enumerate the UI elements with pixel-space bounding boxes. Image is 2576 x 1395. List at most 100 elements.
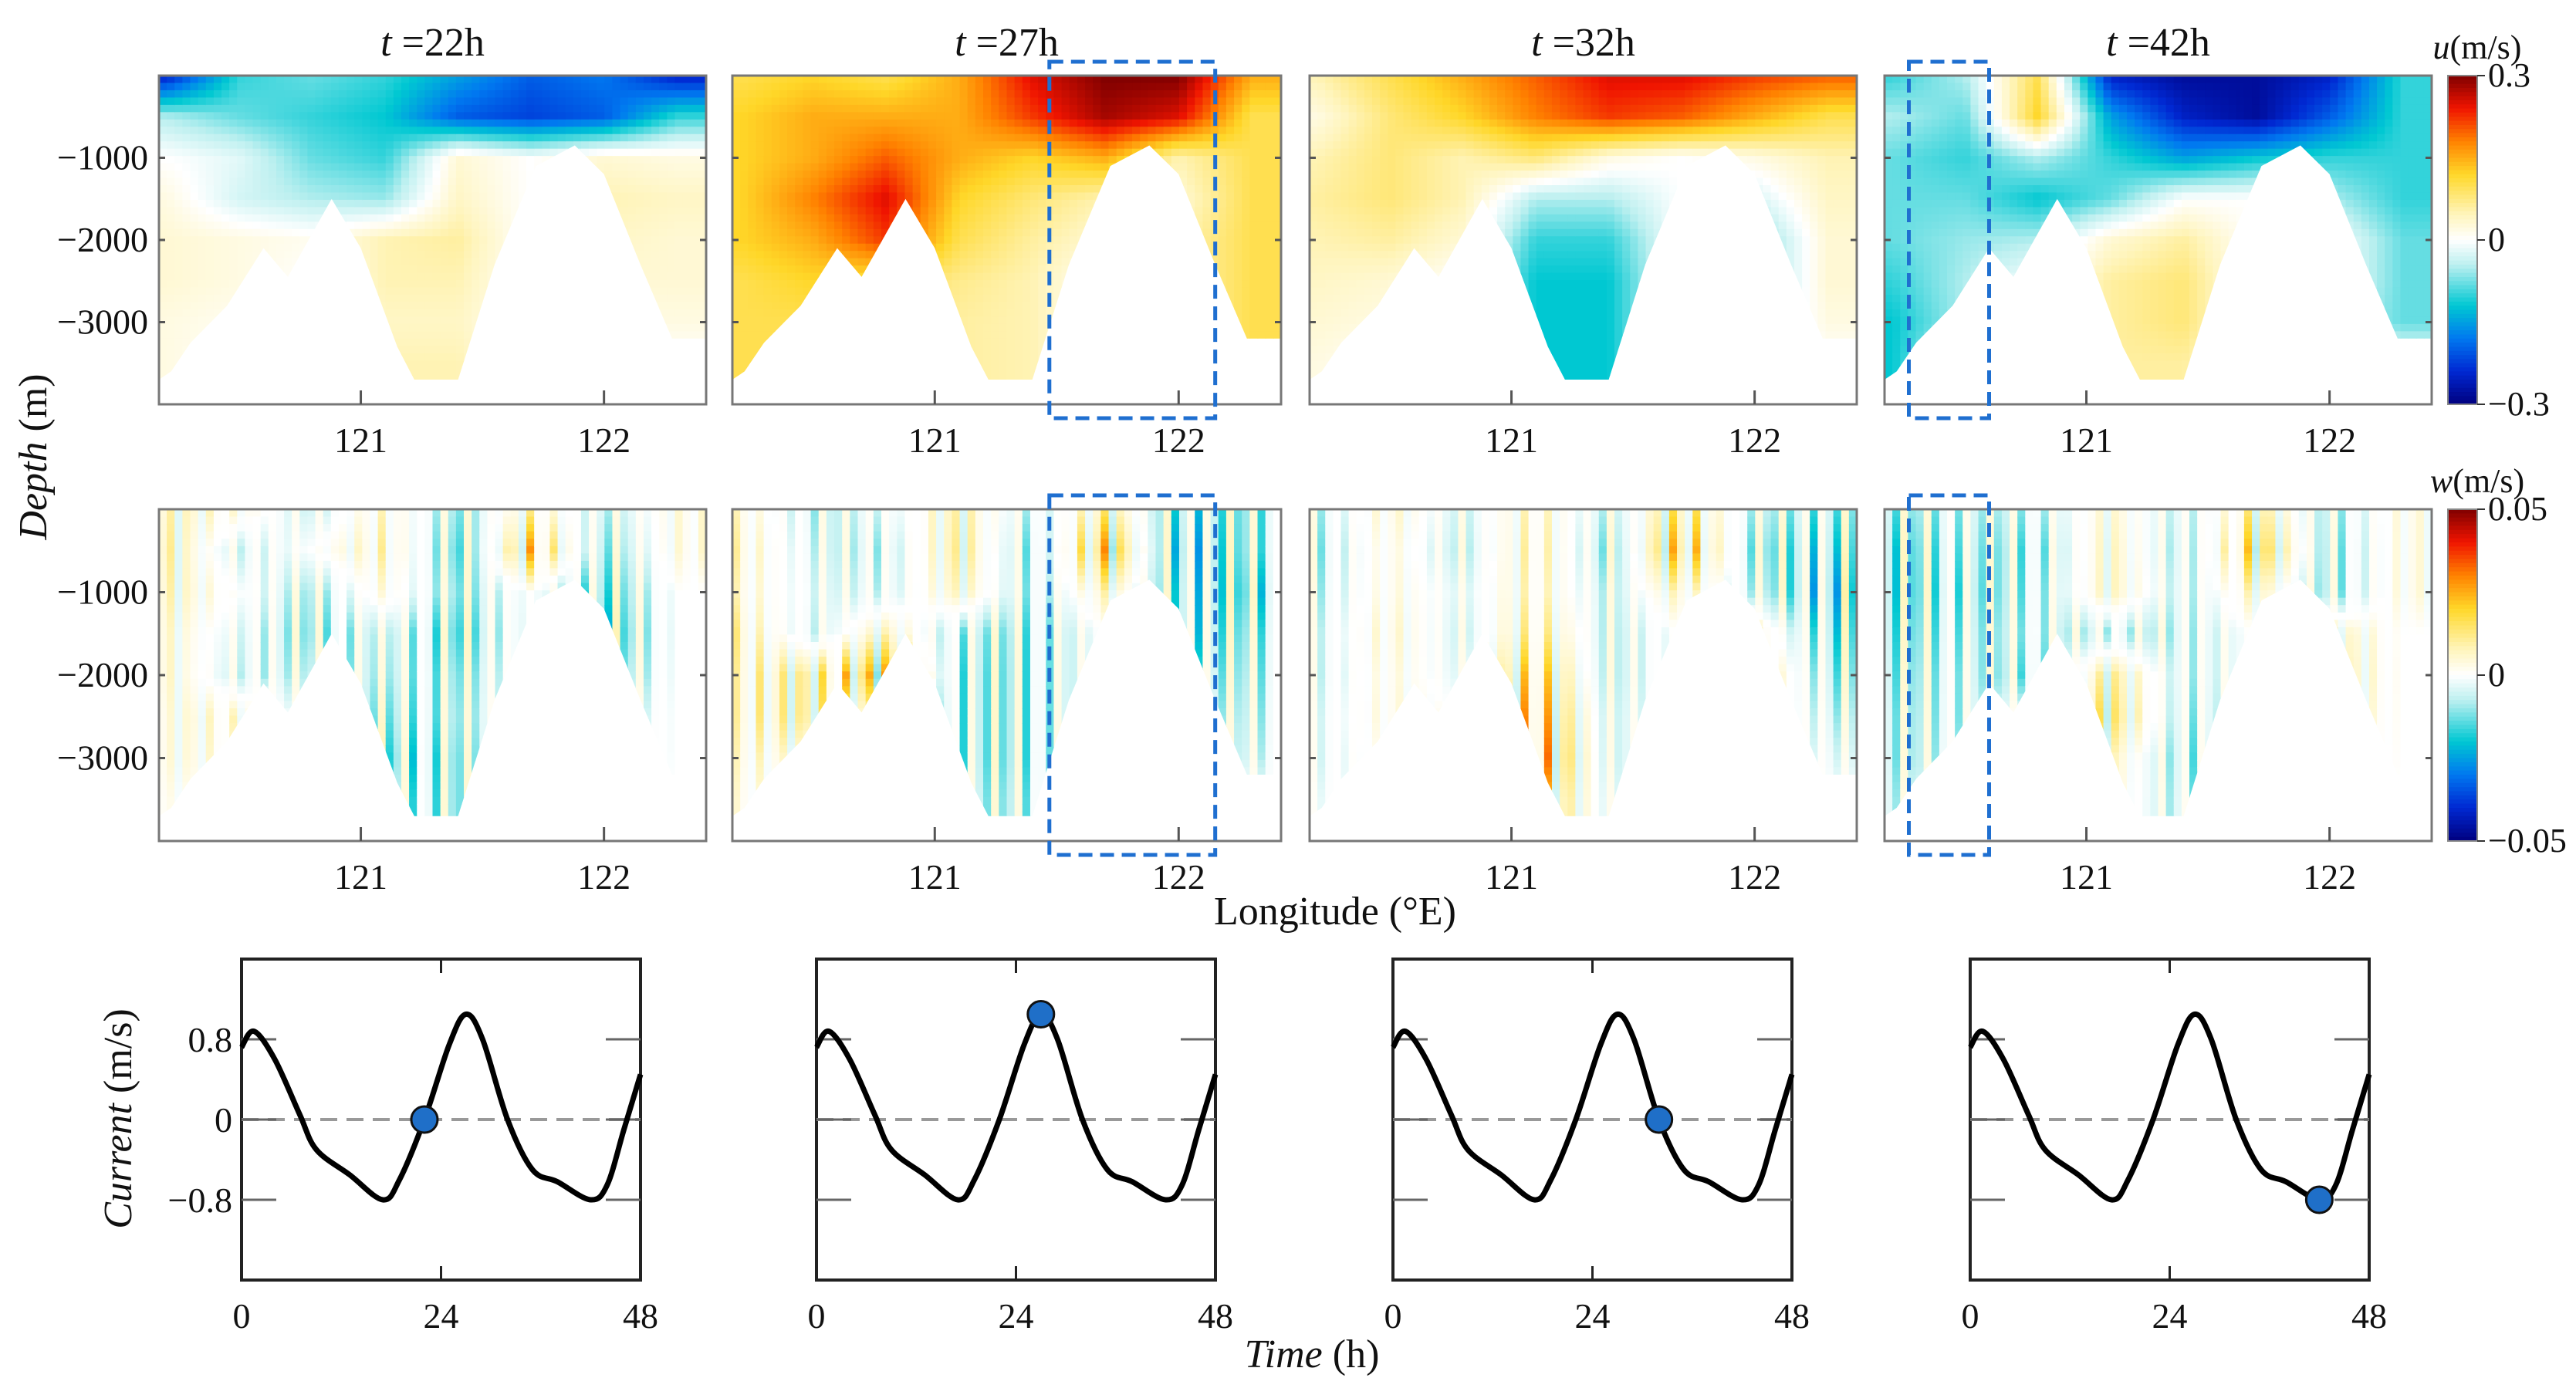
heatmap-cell — [268, 207, 277, 215]
heatmap-cell — [991, 112, 1000, 120]
heatmap-cell — [597, 221, 606, 230]
heatmap-cell — [519, 383, 527, 390]
heatmap-cell — [315, 295, 324, 303]
heatmap-cell — [377, 228, 387, 238]
heatmap-cell — [771, 338, 780, 347]
heatmap-cell — [221, 76, 230, 84]
heatmap-cell — [307, 228, 316, 238]
heatmap-cell — [795, 90, 804, 99]
heatmap-cell — [580, 90, 590, 99]
heatmap-cell — [834, 280, 843, 289]
heatmap-cell — [440, 156, 449, 164]
heatmap-cell — [597, 258, 606, 266]
heatmap-cell — [756, 104, 765, 113]
heatmap-cell — [370, 83, 379, 91]
heatmap-cell — [370, 338, 379, 347]
heatmap-cell — [873, 316, 882, 325]
heatmap-cell — [881, 177, 890, 186]
heatmap-cell — [307, 375, 316, 380]
heatmap-cell — [354, 119, 363, 128]
heatmap-cell — [448, 251, 457, 259]
heatmap-cell — [771, 251, 780, 259]
heatmap-cell — [276, 171, 285, 179]
heatmap-cell — [628, 390, 637, 397]
heatmap-cell — [299, 76, 309, 84]
heatmap-cell — [643, 119, 652, 128]
heatmap-cell — [991, 287, 1000, 296]
heatmap-cell — [881, 104, 890, 113]
heatmap-cell — [347, 228, 356, 238]
heatmap-cell — [889, 163, 898, 171]
heatmap-cell — [881, 302, 890, 310]
heatmap-cell — [292, 112, 301, 120]
heatmap-cell — [330, 236, 340, 245]
heatmap-cell — [455, 367, 465, 376]
heatmap-cell — [237, 243, 246, 252]
heatmap-cell — [362, 192, 371, 201]
heatmap-cell — [526, 192, 535, 201]
heatmap-cell — [803, 228, 812, 238]
heatmap-cell — [651, 309, 661, 318]
heatmap-cell — [597, 214, 606, 223]
heatmap-cell — [904, 338, 914, 347]
heatmap-cell — [589, 375, 597, 380]
heatmap-cell — [573, 367, 582, 376]
heatmap-cell — [330, 97, 340, 106]
heatmap-cell — [534, 185, 543, 194]
heatmap-cell — [174, 316, 184, 325]
heatmap-cell — [526, 383, 535, 390]
heatmap-cell — [385, 258, 394, 266]
heatmap-cell — [159, 323, 167, 333]
heatmap-cell — [221, 367, 230, 376]
heatmap-cell — [659, 133, 668, 142]
heatmap-cell — [999, 83, 1008, 91]
heatmap-cell — [912, 302, 921, 310]
heatmap-cell — [424, 265, 434, 274]
heatmap-cell — [338, 156, 347, 164]
heatmap-cell — [889, 280, 898, 289]
heatmap-cell — [983, 97, 992, 106]
heatmap-cell — [464, 148, 472, 157]
heatmap-cell — [542, 90, 551, 99]
heatmap-cell — [795, 243, 804, 252]
heatmap-cell — [999, 295, 1008, 303]
heatmap-cell — [323, 97, 332, 106]
heatmap-cell — [213, 133, 222, 142]
heatmap-cell — [315, 228, 324, 238]
heatmap-cell — [834, 287, 843, 296]
heatmap-cell — [999, 280, 1008, 289]
heatmap-cell — [292, 258, 301, 266]
heatmap-cell — [472, 185, 481, 194]
heatmap-cell — [557, 221, 566, 230]
heatmap-cell — [1014, 97, 1023, 106]
heatmap-cell — [557, 90, 566, 99]
heatmap-cell — [299, 243, 309, 252]
heatmap-cell — [393, 171, 402, 179]
heatmap-cell — [834, 171, 843, 179]
heatmap-cell — [1014, 236, 1023, 245]
heatmap-cell — [920, 156, 929, 164]
heatmap-cell — [889, 295, 898, 303]
heatmap-cell — [276, 104, 285, 113]
heatmap-cell — [472, 119, 481, 128]
heatmap-cell — [920, 258, 929, 266]
heatmap-cell — [865, 221, 874, 230]
heatmap-cell — [881, 76, 890, 84]
heatmap-cell — [221, 83, 230, 91]
heatmap-cell — [959, 127, 969, 135]
heatmap-cell — [643, 104, 652, 113]
heatmap-cell — [315, 236, 324, 245]
heatmap-cell — [417, 90, 426, 99]
heatmap-cell — [229, 309, 238, 318]
heatmap-cell — [401, 265, 410, 274]
heatmap-cell — [502, 236, 512, 245]
heatmap-cell — [873, 346, 882, 354]
heatmap-cell — [479, 243, 488, 252]
heatmap-cell — [354, 185, 363, 194]
heatmap-cell — [518, 280, 527, 289]
heatmap-cell — [1038, 228, 1047, 238]
heatmap-cell — [857, 331, 867, 339]
heatmap-cell — [810, 192, 820, 201]
heatmap-cell — [323, 390, 332, 397]
heatmap-cell — [959, 272, 969, 281]
